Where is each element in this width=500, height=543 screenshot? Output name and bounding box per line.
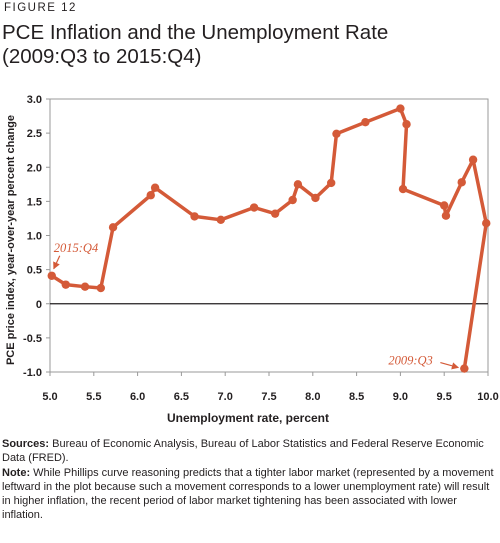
- x-axis-label: Unemployment rate, percent: [167, 411, 329, 425]
- x-tick-label: 9.5: [437, 391, 452, 403]
- figure-label: FIGURE 12: [4, 2, 77, 14]
- y-tick-label: -1.0: [23, 367, 42, 379]
- data-point: [311, 193, 320, 203]
- y-tick-label: 2.0: [27, 162, 42, 174]
- data-point: [398, 184, 408, 194]
- data-point: [216, 215, 226, 225]
- y-tick-label: 0: [36, 299, 42, 311]
- data-point: [441, 211, 451, 220]
- x-tick-label: 7.5: [261, 391, 276, 403]
- data-point: [402, 120, 411, 129]
- series-line: [50, 106, 488, 371]
- data-point: [190, 212, 199, 221]
- y-tick-label: 0.5: [27, 265, 42, 277]
- annotation-2015q4: 2015:Q4: [54, 241, 98, 255]
- x-tick-label: 10.0: [477, 391, 498, 403]
- data-point: [326, 178, 336, 188]
- x-tick-label: 5.0: [42, 391, 57, 403]
- data-point: [482, 219, 491, 228]
- data-point: [293, 180, 303, 189]
- x-tick-label: 6.0: [130, 391, 145, 403]
- x-tick-label: 8.5: [349, 391, 364, 403]
- data-point: [47, 271, 56, 280]
- data-point: [468, 155, 478, 164]
- data-point: [150, 183, 160, 192]
- annotation-2009q3: 2009:Q3: [388, 354, 432, 368]
- y-tick-label: -0.5: [23, 333, 42, 345]
- chart-title-line2: (2009:Q3 to 2015:Q4): [2, 45, 202, 68]
- data-point: [440, 201, 449, 210]
- data-point: [61, 280, 70, 289]
- chart-title: PCE Inflation and the Unemployment Rate …: [2, 21, 494, 69]
- annotation-arrow-2015q4: [53, 255, 61, 270]
- data-point: [288, 195, 297, 205]
- data-point: [270, 209, 280, 218]
- x-tick-label: 8.0: [305, 391, 320, 403]
- data-point: [457, 178, 466, 187]
- data-point: [361, 118, 370, 127]
- x-tick-label: 9.0: [393, 391, 408, 403]
- chart-svg: 5.0 5.5 6.0 6.5 7.0 7.5 8.0 8.5 9.0 9.5 10.0 3.0 2.5…: [5, 94, 499, 425]
- y-tick-label: 1.5: [27, 196, 42, 208]
- y-tick-label: 1.0: [27, 231, 42, 243]
- note-label: Note:: [2, 467, 31, 479]
- annotation-arrow-2009q3: [440, 362, 460, 370]
- note-text: While Phillips curve reasoning predicts …: [2, 467, 494, 521]
- data-point: [146, 191, 155, 200]
- x-tick-label: 6.5: [174, 391, 189, 403]
- data-point: [460, 364, 469, 373]
- sources-text: Bureau of Economic Analysis, Bureau of L…: [2, 438, 484, 464]
- data-point: [249, 203, 259, 212]
- x-tick-label: 7.0: [218, 391, 233, 403]
- note: Note: While Phillips curve reasoning pre…: [2, 466, 496, 522]
- data-point: [96, 283, 106, 293]
- y-tick-label: 2.5: [27, 128, 42, 140]
- y-tick-label: 3.0: [27, 94, 42, 106]
- data-point: [80, 282, 90, 291]
- sources-label: Sources:: [2, 438, 50, 450]
- plot-frame: [49, 98, 489, 373]
- data-point: [332, 129, 341, 139]
- sources: Sources: Bureau of Economic Analysis, Bu…: [2, 437, 496, 465]
- chart-title-line1: PCE Inflation and the Unemployment Rate: [2, 21, 389, 44]
- y-axis-label: PCE price index, year-over-year percent …: [5, 115, 17, 365]
- data-point: [108, 223, 118, 232]
- data-point: [396, 104, 405, 113]
- x-tick-label: 5.5: [86, 391, 101, 403]
